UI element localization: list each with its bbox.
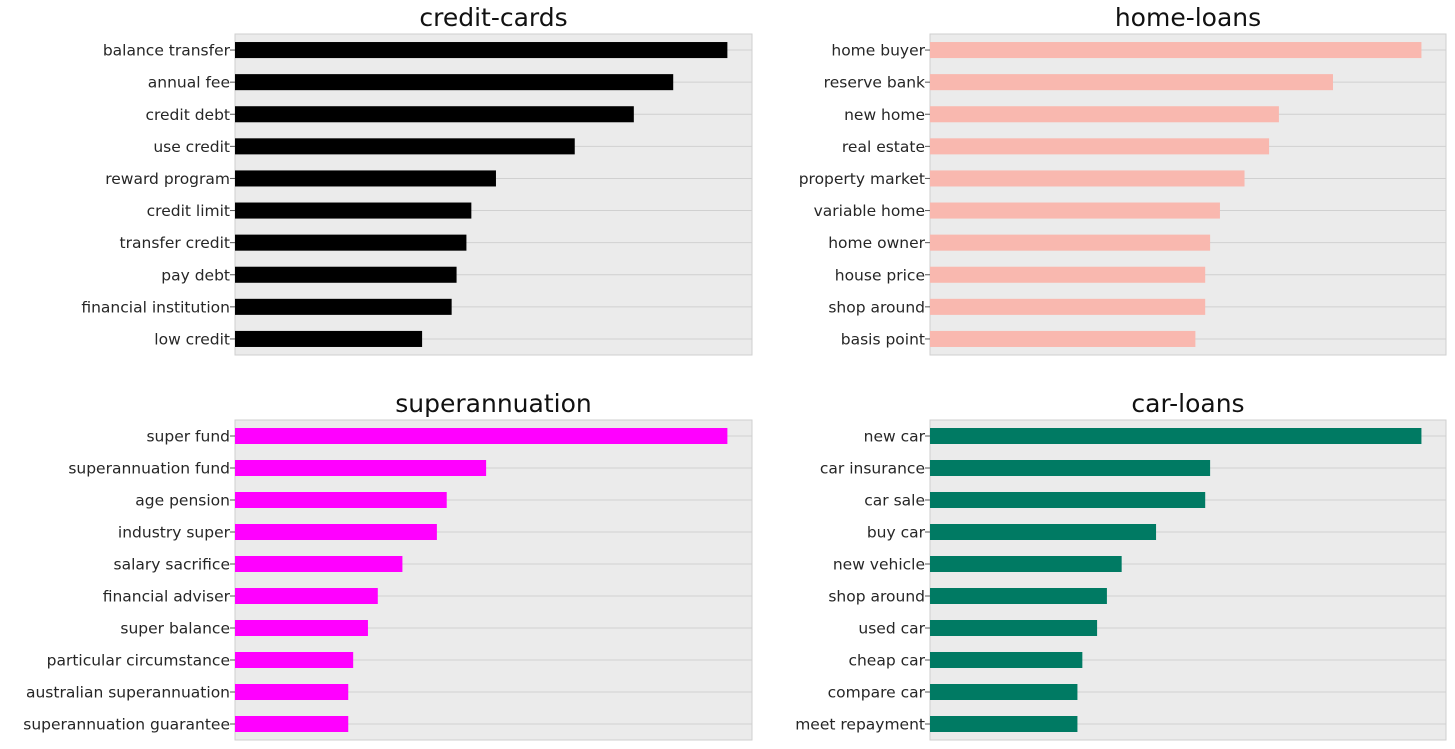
bar — [235, 588, 378, 604]
bar — [930, 170, 1245, 187]
y-tick-label: credit limit — [147, 202, 230, 220]
y-tick-label: compare car — [828, 684, 926, 702]
y-tick-label: superannuation guarantee — [23, 716, 230, 734]
chart-panel-car-loans: new car car insurance car sale buy car new v… — [795, 389, 1447, 741]
y-tick-label: car insurance — [820, 460, 925, 478]
bar — [930, 266, 1206, 283]
y-tick-label: particular circumstance — [47, 652, 230, 670]
bar — [930, 588, 1107, 604]
bar — [235, 74, 674, 91]
y-tick-label: new vehicle — [833, 556, 925, 574]
bar — [930, 42, 1422, 59]
bar — [930, 492, 1206, 508]
bar — [235, 170, 496, 187]
bar — [930, 202, 1220, 219]
chart-panel-credit-cards: balance transfer annual fee credit debt use… — [81, 3, 753, 356]
chart-title: home-loans — [1115, 3, 1261, 32]
y-tick-label: real estate — [842, 138, 925, 156]
y-tick-label: credit debt — [145, 106, 230, 124]
y-tick-label: used car — [858, 620, 925, 638]
y-tick-label: salary sacrifice — [114, 556, 230, 574]
y-tick-label: meet repayment — [795, 716, 925, 734]
bar — [930, 716, 1078, 732]
bar — [235, 524, 437, 540]
y-tick-label: basis point — [841, 330, 925, 348]
chart-panel-home-loans: home buyer reserve bank new home real estat… — [799, 3, 1447, 356]
bar — [930, 620, 1098, 636]
bar — [930, 298, 1206, 315]
y-tick-label: super balance — [120, 620, 230, 638]
bar — [235, 460, 487, 476]
chart-title: superannuation — [395, 389, 591, 418]
chart-panel-superannuation: super fund superannuation fund age pension… — [23, 389, 753, 741]
bar — [235, 330, 423, 347]
y-tick-label: cheap car — [848, 652, 925, 670]
bar — [235, 202, 472, 219]
bar — [930, 106, 1279, 123]
y-tick-label: balance transfer — [103, 42, 231, 60]
bar — [930, 556, 1122, 572]
chart-title: credit-cards — [419, 3, 567, 32]
y-tick-label: use credit — [153, 138, 230, 156]
y-tick-label: reserve bank — [824, 74, 925, 92]
bar — [235, 234, 467, 251]
y-tick-label: home buyer — [831, 42, 925, 60]
y-tick-label: house price — [835, 266, 925, 284]
y-tick-label: variable home — [814, 202, 925, 220]
y-tick-label: pay debt — [161, 266, 230, 284]
bar — [235, 716, 349, 732]
bar — [235, 138, 575, 155]
y-tick-label: shop around — [828, 588, 925, 606]
bar — [235, 620, 368, 636]
y-tick-label: superannuation fund — [68, 460, 230, 478]
y-tick-label: financial institution — [81, 298, 230, 316]
bar — [235, 266, 457, 283]
bar — [930, 684, 1078, 700]
y-tick-label: property market — [799, 170, 925, 188]
y-tick-label: annual fee — [148, 74, 230, 92]
bar — [930, 460, 1211, 476]
y-tick-label: super fund — [146, 428, 230, 446]
y-tick-label: shop around — [828, 298, 925, 316]
bar — [235, 428, 728, 444]
bar — [235, 492, 447, 508]
y-tick-label: transfer credit — [120, 234, 230, 252]
y-tick-label: car sale — [864, 492, 925, 510]
bar — [930, 330, 1196, 347]
y-tick-label: reward program — [105, 170, 230, 188]
y-tick-label: age pension — [135, 492, 230, 510]
y-tick-label: industry super — [118, 524, 231, 542]
bar — [235, 684, 349, 700]
y-tick-label: home owner — [828, 234, 925, 252]
y-tick-label: australian superannuation — [26, 684, 230, 702]
bar — [930, 74, 1333, 91]
bar — [930, 138, 1270, 155]
bar — [930, 234, 1211, 251]
bar — [235, 106, 634, 123]
bar — [930, 428, 1422, 444]
bar — [930, 652, 1083, 668]
y-tick-label: buy car — [867, 524, 926, 542]
bar — [235, 652, 354, 668]
y-tick-label: financial adviser — [103, 588, 231, 606]
bar — [235, 298, 452, 315]
bar — [235, 556, 403, 572]
chart-title: car-loans — [1131, 389, 1244, 418]
bar — [235, 42, 728, 59]
y-tick-label: new home — [844, 106, 925, 124]
bar — [930, 524, 1157, 540]
y-tick-label: new car — [864, 428, 926, 446]
y-tick-label: low credit — [154, 330, 230, 348]
